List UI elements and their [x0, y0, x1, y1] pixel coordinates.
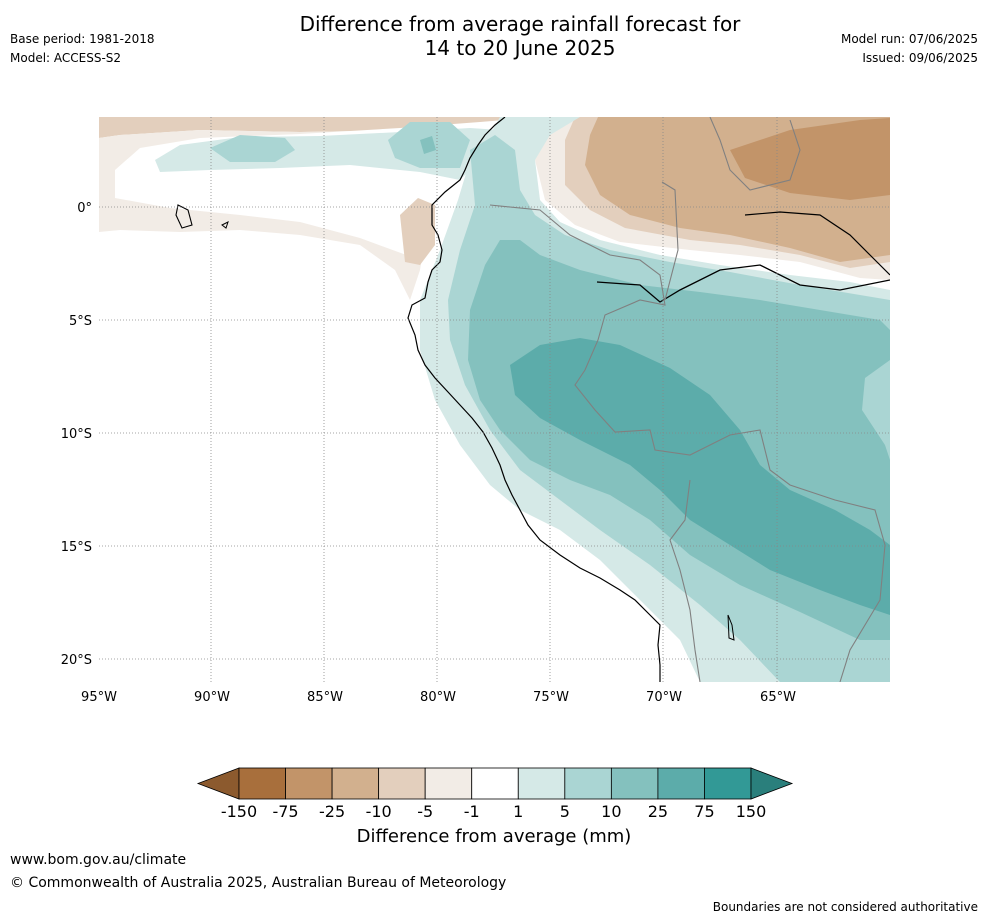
contour-tan-light-coast	[400, 198, 435, 265]
colorbar-tick-label: -10	[366, 802, 392, 821]
disclaimer-text: Boundaries are not considered authoritat…	[712, 900, 978, 914]
lat-labels: 0° 5°S 10°S 15°S 20°S	[61, 201, 92, 668]
country-border-colombia	[661, 181, 679, 301]
colorbar-tick-label: 5	[560, 802, 570, 821]
amazon-river	[596, 264, 890, 303]
model-run-label: Model run: 07/06/2025	[840, 32, 978, 46]
country-border-venezuela	[709, 117, 801, 191]
colorbar-tick-label: -150	[221, 802, 257, 821]
contour-teal-light-northwest-1	[210, 135, 295, 162]
colorbar-swatch	[424, 767, 473, 800]
lat-label: 10°S	[61, 427, 92, 442]
colorbar-tick-label: 150	[736, 802, 767, 821]
lon-label: 65°W	[760, 690, 796, 705]
title-line-1: Difference from average rainfall forecas…	[299, 12, 741, 36]
colorbar-swatch	[704, 767, 752, 800]
colorbar-tick-label: 1	[513, 802, 523, 821]
issued-label: Issued: 09/06/2025	[862, 51, 978, 65]
lon-label: 85°W	[307, 690, 343, 705]
base-period-label: Base period: 1981-2018	[10, 32, 155, 46]
map-title: Difference from average rainfall forecas…	[0, 12, 988, 60]
contour-teal-mid-northwest	[420, 136, 436, 154]
colorbar-swatch	[238, 767, 286, 800]
lat-label: 15°S	[61, 540, 92, 555]
lat-label: 5°S	[69, 314, 92, 329]
lon-label: 90°W	[194, 690, 230, 705]
colorbar-tick-label: 75	[694, 802, 714, 821]
colorbar-max-arrow	[750, 767, 794, 800]
colorbar-swatch	[285, 767, 333, 800]
country-borders-inland	[489, 204, 886, 682]
galapagos-islet	[221, 221, 229, 229]
title-line-2: 14 to 20 June 2025	[424, 36, 616, 60]
country-border-bolivia-chile	[669, 479, 701, 682]
lat-label: 0°	[77, 201, 92, 216]
lon-label: 75°W	[533, 690, 569, 705]
lon-label: 70°W	[646, 690, 682, 705]
lat-label: 20°S	[61, 653, 92, 668]
website-link[interactable]: www.bom.gov.au/climate	[10, 852, 187, 868]
colorbar-swatch	[564, 767, 612, 800]
coastline-south-america	[407, 117, 661, 682]
colorbar-swatch	[517, 767, 566, 800]
colorbar-label: Difference from average (mm)	[356, 826, 632, 847]
colorbar-swatch	[657, 767, 705, 800]
colorbar: -150 -75 -25 -10 -5 -1 1 5 10 25 75 150	[196, 767, 794, 821]
colorbar-tick-label: -1	[464, 802, 480, 821]
colorbar-tick-label: 25	[648, 802, 668, 821]
lon-labels: 95°W 90°W 85°W 80°W 75°W 70°W 65°W	[81, 690, 796, 705]
colorbar-tick-label: -5	[417, 802, 433, 821]
colorbar-tick-label: -25	[319, 802, 345, 821]
copyright-text: © Commonwealth of Australia 2025, Austra…	[10, 875, 507, 891]
colorbar-swatch	[331, 767, 380, 800]
river-north	[744, 211, 890, 276]
gridlines	[99, 117, 890, 682]
galapagos-islands	[175, 204, 193, 229]
colorbar-swatch	[610, 767, 659, 800]
model-label: Model: ACCESS-S2	[10, 51, 122, 65]
colorbar-swatch	[378, 767, 426, 800]
lon-label: 80°W	[420, 690, 456, 705]
lake-titicaca	[727, 614, 735, 641]
contour-tan-northwest	[99, 117, 500, 138]
contour-brown-north	[730, 118, 890, 200]
colorbar-tick-label: -75	[272, 802, 298, 821]
lon-label: 95°W	[81, 690, 117, 705]
colorbar-swatch	[471, 767, 519, 800]
colorbar-tick-label: 10	[601, 802, 621, 821]
colorbar-min-arrow	[196, 767, 240, 800]
